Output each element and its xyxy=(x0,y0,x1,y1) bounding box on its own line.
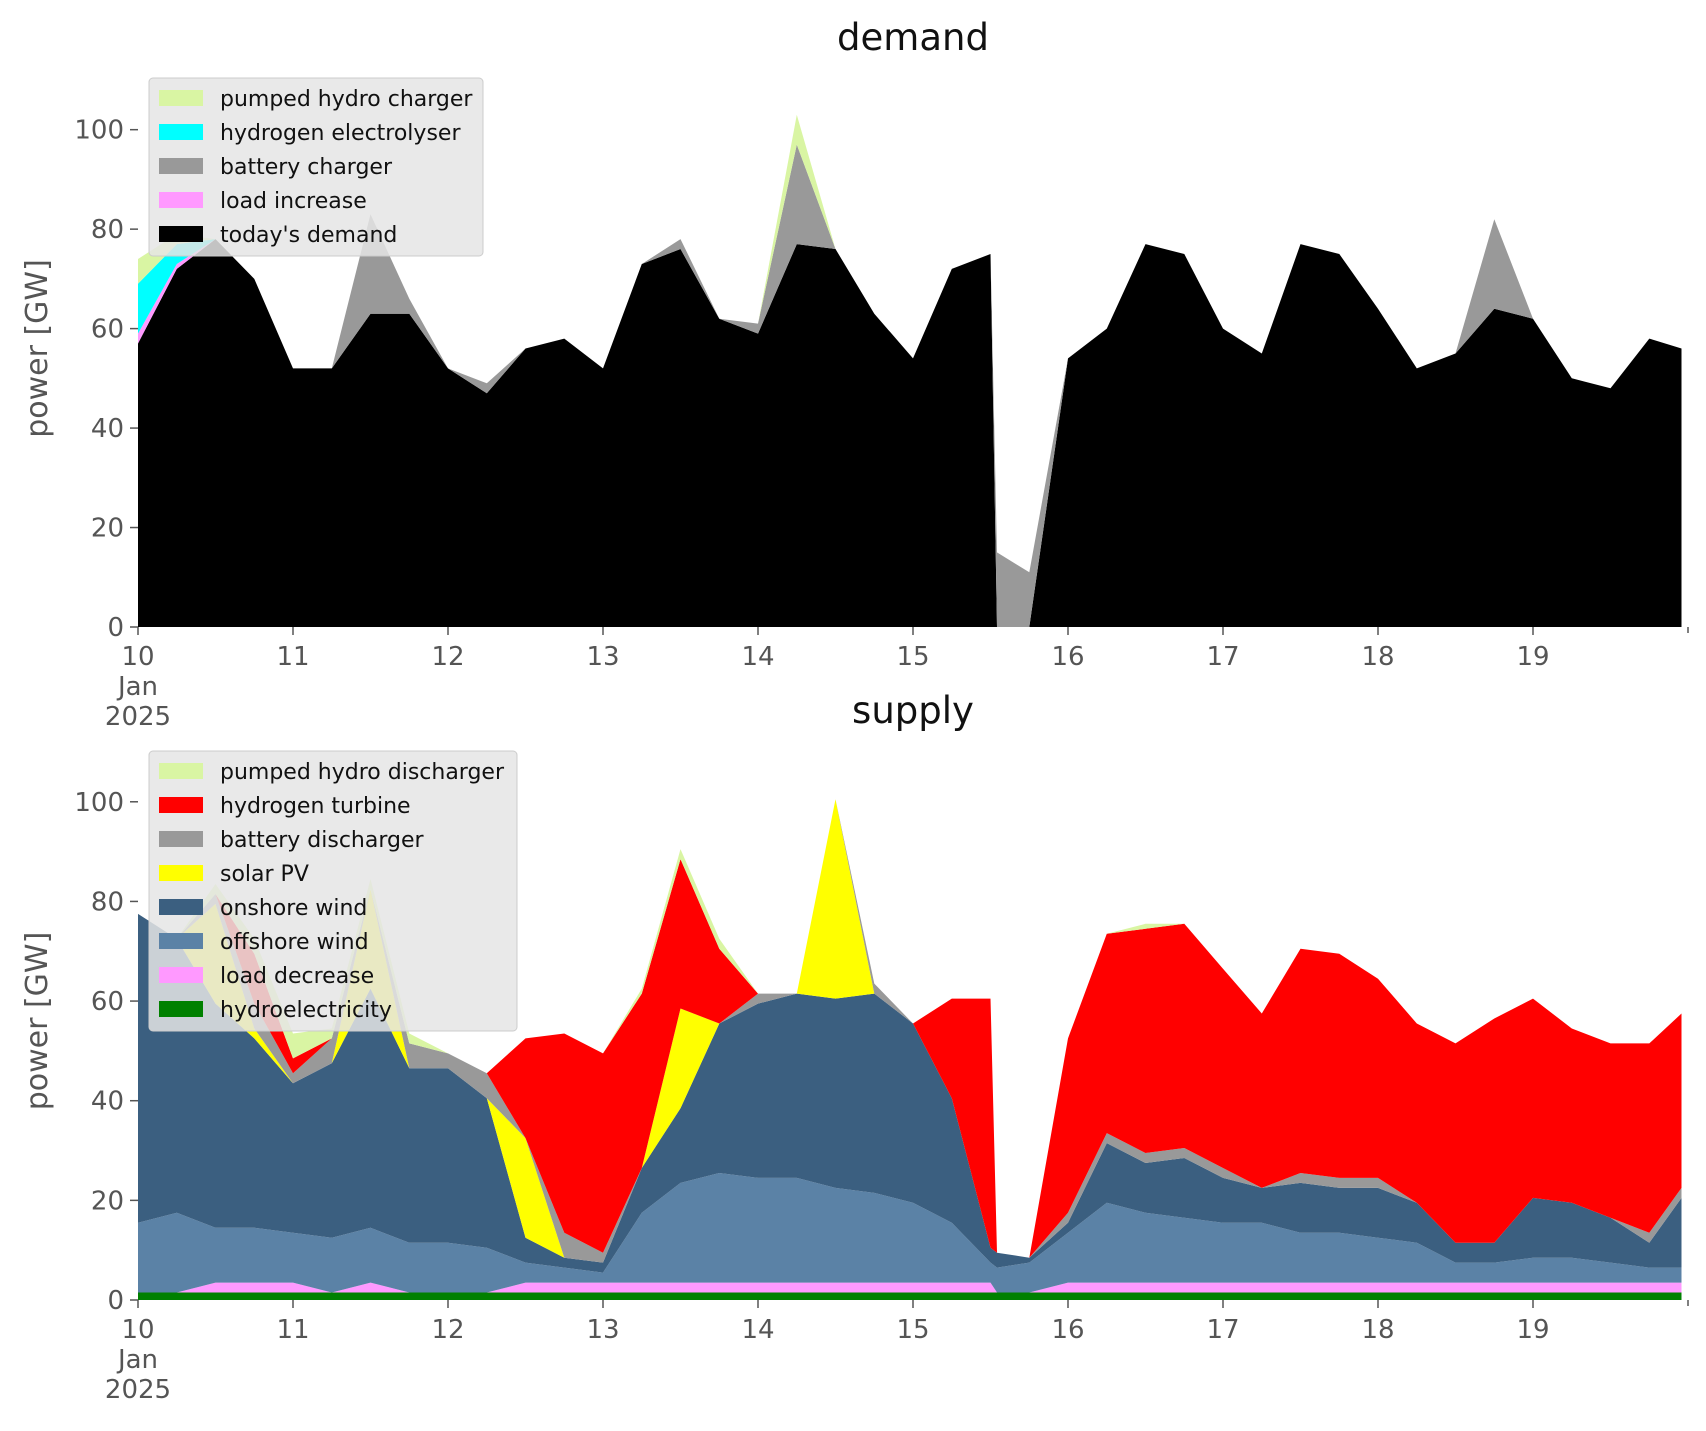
supply-ylabel: power [GW] xyxy=(20,932,55,1111)
supply-ytick-label: 20 xyxy=(91,1186,124,1216)
demand-xtick-label: 12 xyxy=(431,642,464,672)
supply-legend-label-hydroelectricity: hydroelectricity xyxy=(220,998,392,1023)
supply-legend-swatch-onshore-wind xyxy=(159,899,203,915)
demand-legend-box xyxy=(148,77,484,257)
supply-xtick-label: 16 xyxy=(1051,1315,1084,1345)
supply-ytick-label: 60 xyxy=(91,987,124,1017)
supply-legend-label-onshore-wind: onshore wind xyxy=(220,896,367,921)
demand-xtick-label: 10 xyxy=(121,642,154,672)
supply-area-load-decrease xyxy=(138,1282,1682,1293)
demand-xtick-label: 17 xyxy=(1206,642,1239,672)
supply-xtick-label: 17 xyxy=(1206,1315,1239,1345)
demand-xtick-label: 15 xyxy=(896,642,929,672)
supply-legend-swatch-load-decrease xyxy=(159,967,203,983)
supply-xtick-label: 15 xyxy=(896,1315,929,1345)
demand-legend-swatch-battery-charger xyxy=(159,158,203,174)
supply-legend-label-pumped-hydro-discharger: pumped hydro discharger xyxy=(220,760,505,785)
demand-legend-label-pumped-hydro-charger: pumped hydro charger xyxy=(220,87,473,112)
demand-xtick-label: 19 xyxy=(1516,642,1549,672)
supply-legend-box xyxy=(148,750,518,1032)
supply-legend-label-solar-pv: solar PV xyxy=(220,862,309,887)
demand-xtick-label-extra: 2025 xyxy=(105,702,171,732)
supply-legend: pumped hydro discharger hydrogen turbine b… xyxy=(148,750,518,1032)
supply-ytick-label: 0 xyxy=(107,1286,124,1316)
supply-legend-swatch-hydroelectricity xyxy=(159,1001,203,1017)
supply-area-solar-pv xyxy=(138,799,1682,1263)
supply-legend-label-battery-discharger: battery discharger xyxy=(220,828,425,853)
demand-xtick-label: 16 xyxy=(1051,642,1084,672)
supply-xtick-label: 10 xyxy=(121,1315,154,1345)
demand-legend-swatch-hydrogen-electrolyser xyxy=(159,124,203,140)
demand-ylabel: power [GW] xyxy=(20,259,55,438)
demand-xtick-label: 11 xyxy=(276,642,309,672)
supply-area-onshore-wind xyxy=(138,913,1682,1273)
supply-xtick-label: 19 xyxy=(1516,1315,1549,1345)
supply-legend-swatch-offshore-wind xyxy=(159,933,203,949)
supply-xtick-label: 18 xyxy=(1361,1315,1394,1345)
demand-legend-label-hydrogen-electrolyser: hydrogen electrolyser xyxy=(220,121,461,146)
supply-area-hydroelectricity xyxy=(138,1292,1682,1300)
supply-xtick-label: 12 xyxy=(431,1315,464,1345)
supply-title: supply xyxy=(852,689,974,732)
supply-area-offshore-wind xyxy=(138,1173,1682,1293)
supply-ytick-label: 80 xyxy=(91,887,124,917)
supply-xtick-label: 13 xyxy=(586,1315,619,1345)
demand-legend-label-load-increase: load increase xyxy=(220,189,367,214)
demand-xtick-label: 18 xyxy=(1361,642,1394,672)
supply-area-hydrogen-turbine xyxy=(138,799,1682,1258)
supply-xtick-label-extra: 2025 xyxy=(105,1375,171,1405)
demand-legend-swatch-today-s-demand xyxy=(159,226,203,242)
supply-ytick-label: 100 xyxy=(74,788,124,818)
demand-xtick-label: 13 xyxy=(586,642,619,672)
demand-legend: pumped hydro charger hydrogen electrolyse… xyxy=(148,77,484,257)
supply-xtick-label: 14 xyxy=(741,1315,774,1345)
demand-ytick-label: 20 xyxy=(91,514,124,544)
demand-area-today-s-demand xyxy=(138,239,1682,627)
demand-legend-swatch-load-increase xyxy=(159,192,203,208)
demand-legend-label-today-s-demand: today's demand xyxy=(220,223,397,248)
demand-ytick-label: 0 xyxy=(107,613,124,643)
supply-legend-label-hydrogen-turbine: hydrogen turbine xyxy=(220,794,411,819)
supply-legend-swatch-battery-discharger xyxy=(159,831,203,847)
demand-ytick-label: 60 xyxy=(91,315,124,345)
demand-xtick-label-extra: Jan xyxy=(116,672,158,702)
supply-legend-label-load-decrease: load decrease xyxy=(220,964,374,989)
demand-xtick-label: 14 xyxy=(741,642,774,672)
supply-legend-swatch-hydrogen-turbine xyxy=(159,797,203,813)
demand-legend-swatch-pumped-hydro-charger xyxy=(159,90,203,106)
demand-legend-label-battery-charger: battery charger xyxy=(220,155,393,180)
supply-xtick-label: 11 xyxy=(276,1315,309,1345)
demand-ytick-label: 40 xyxy=(91,414,124,444)
supply-legend-swatch-pumped-hydro-discharger xyxy=(159,763,203,779)
supply-xtick-label-extra: Jan xyxy=(116,1345,158,1375)
demand-title: demand xyxy=(837,16,989,59)
demand-ytick-label: 100 xyxy=(74,116,124,146)
supply-ytick-label: 40 xyxy=(91,1087,124,1117)
supply-legend-label-offshore-wind: offshore wind xyxy=(220,930,369,955)
demand-ytick-label: 80 xyxy=(91,215,124,245)
supply-legend-swatch-solar-pv xyxy=(159,865,203,881)
